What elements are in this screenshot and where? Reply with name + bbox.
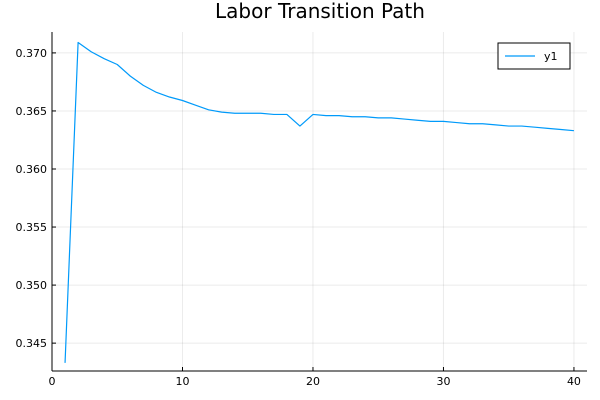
legend: y1: [497, 42, 571, 70]
y-tick-label: 0.350: [16, 279, 48, 292]
x-tick-label: 40: [567, 375, 581, 388]
x-tick-label: 0: [49, 375, 56, 388]
series-line-y1: [64, 41, 575, 363]
gridlines: [51, 32, 587, 371]
y-tick-label: 0.360: [16, 163, 48, 176]
legend-label-y1: y1: [544, 50, 558, 63]
y-tick-label: 0.365: [16, 105, 48, 118]
y-tick-label: 0.355: [16, 221, 48, 234]
series-lines: [64, 41, 575, 363]
y-tick-label: 0.370: [16, 47, 48, 60]
x-tick-label: 10: [175, 375, 189, 388]
x-tick-label: 20: [306, 375, 320, 388]
tick-labels: 0 10 20 30 40 0.345 0.350 0.355 0.360 0.365 0.370: [16, 47, 581, 388]
x-tick-label: 30: [436, 375, 450, 388]
y-tick-label: 0.345: [16, 337, 48, 350]
axes: [51, 32, 587, 372]
chart-title: Labor Transition Path: [215, 0, 425, 23]
